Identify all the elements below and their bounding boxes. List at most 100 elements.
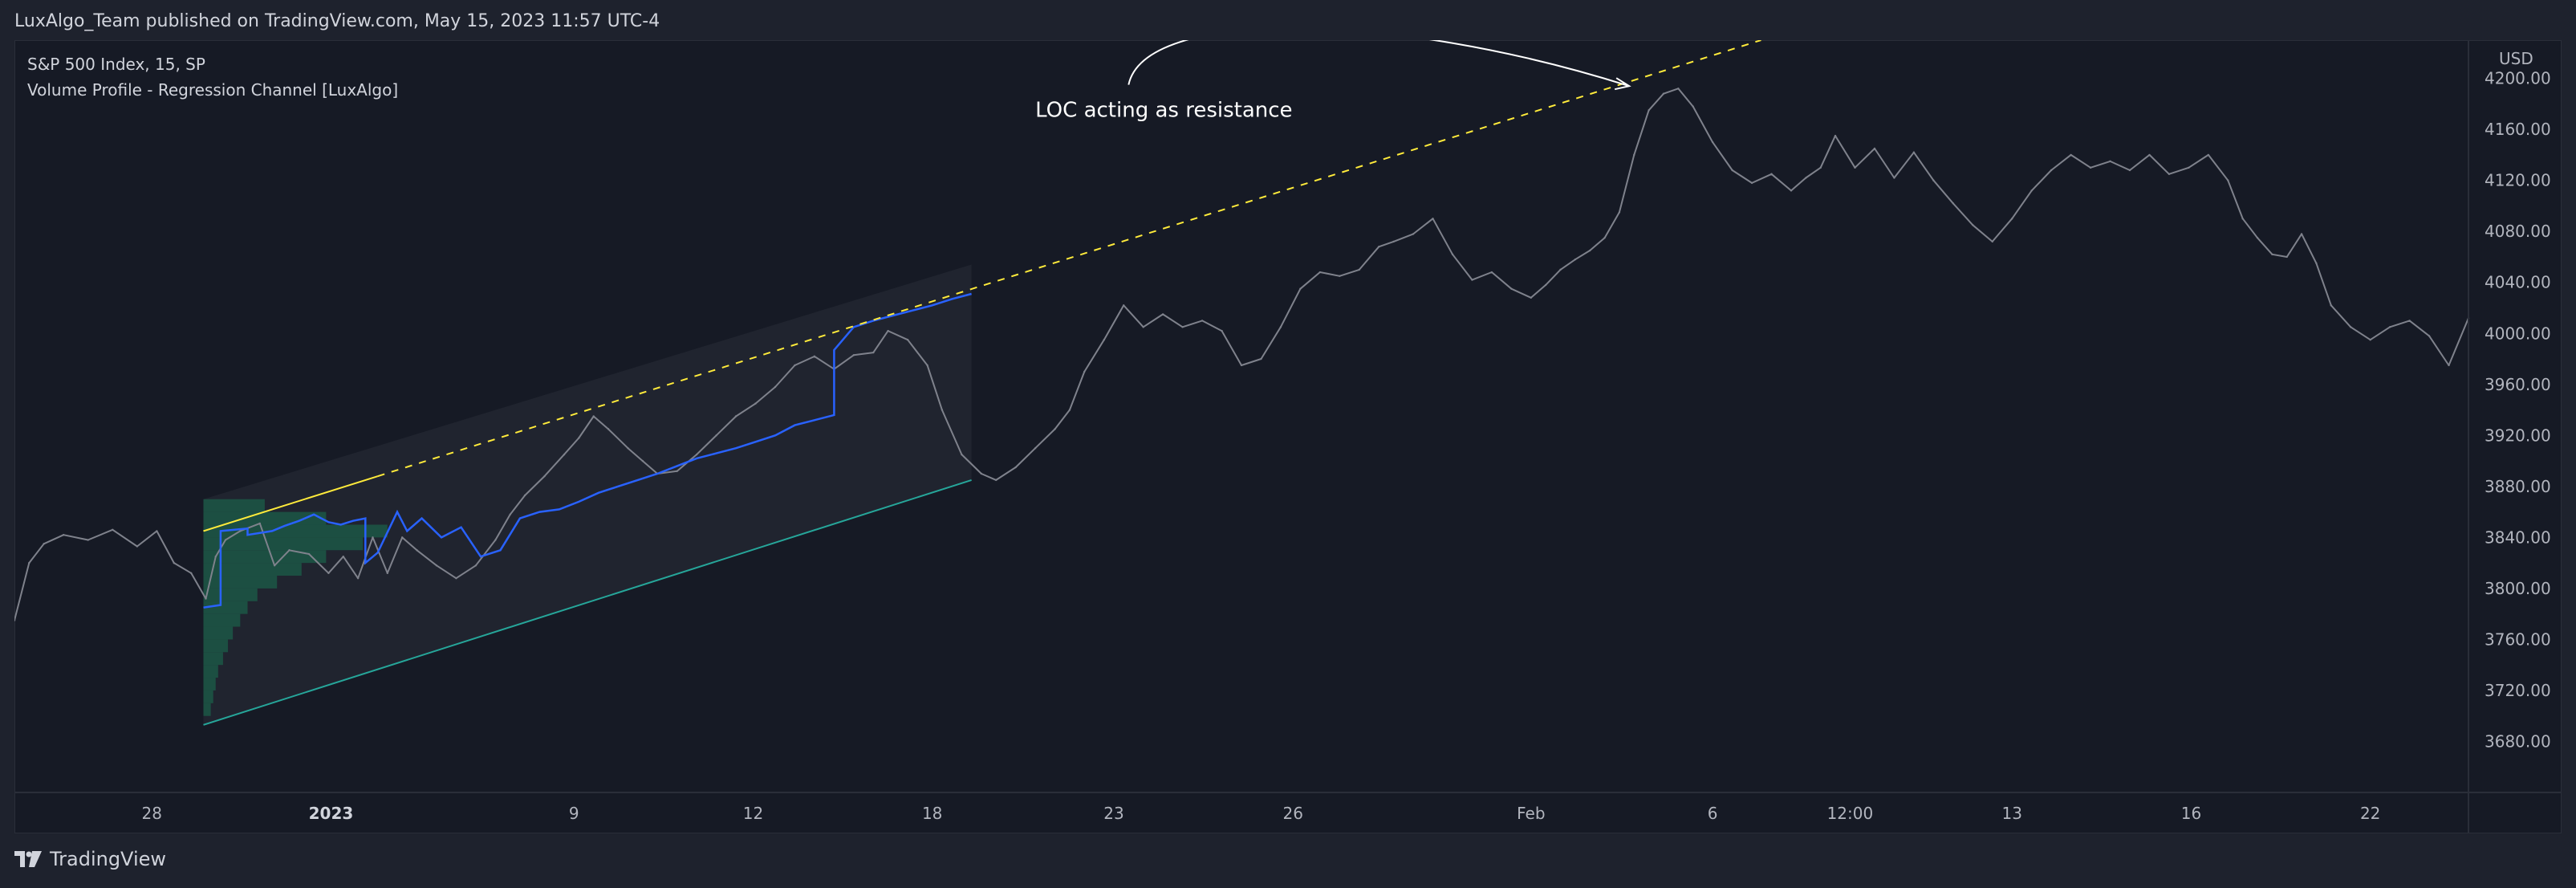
price-point xyxy=(2271,253,2273,256)
price-point xyxy=(494,539,497,541)
price-point xyxy=(2089,166,2092,169)
loc-resistance-extension[interactable] xyxy=(377,40,1761,478)
price-point xyxy=(205,597,207,600)
price-point xyxy=(1201,320,1204,322)
price-point xyxy=(1432,218,1434,220)
price-point xyxy=(941,409,944,411)
price-point xyxy=(1412,233,1415,235)
price-point xyxy=(2168,173,2171,175)
price-point xyxy=(1952,202,1955,205)
price-point xyxy=(1648,109,1650,112)
price-point xyxy=(695,453,698,456)
time-tick-label: 2023 xyxy=(309,804,354,823)
price-point xyxy=(1221,329,1223,332)
price-point xyxy=(887,329,889,332)
price-point xyxy=(1819,166,1822,169)
time-tick-label: 12 xyxy=(743,804,763,823)
symbol-legend[interactable]: S&P 500 Index, 15, SP xyxy=(27,55,205,74)
price-point xyxy=(1750,181,1753,185)
lower-channel-line xyxy=(203,479,972,726)
price-point xyxy=(372,536,374,539)
price-point xyxy=(1603,236,1606,239)
price-point xyxy=(1912,151,1916,153)
price-point xyxy=(754,402,757,405)
price-tick-label: 4160.00 xyxy=(2485,120,2551,139)
price-point xyxy=(2256,236,2259,239)
price-tick-label: 4200.00 xyxy=(2485,69,2551,88)
price-point xyxy=(62,533,65,536)
tradingview-logo-icon xyxy=(14,851,42,867)
price-point xyxy=(1991,240,1993,243)
price-point xyxy=(1662,92,1665,95)
price-point xyxy=(1932,179,1935,181)
price-point xyxy=(435,564,438,567)
annotation-text[interactable]: LOC acting as resistance xyxy=(1035,98,1292,122)
price-tick-label: 3760.00 xyxy=(2485,629,2551,649)
volume-profile-bar xyxy=(203,626,234,640)
volume-profile-bar xyxy=(203,690,213,703)
price-point xyxy=(1834,134,1837,137)
price-point xyxy=(1731,169,1733,172)
price-axis[interactable]: 4200.00 4160.00 4120.00 4080.00 4040.00 4000.… xyxy=(2485,69,2551,752)
price-point xyxy=(2207,153,2210,157)
price-point xyxy=(1240,364,1243,367)
volume-profile-bar xyxy=(203,537,364,551)
price-point xyxy=(2428,335,2431,337)
price-point xyxy=(1972,224,1974,226)
price-point xyxy=(1014,466,1017,469)
volume-profile-bar xyxy=(203,601,248,614)
volume-profile-bar xyxy=(203,652,223,666)
price-point xyxy=(1873,147,1876,150)
indicator-legend[interactable]: Volume Profile - Regression Channel [Lux… xyxy=(27,80,399,100)
price-tick-label: 3920.00 xyxy=(2485,426,2551,445)
volume-profile-bar xyxy=(203,576,278,589)
price-point xyxy=(1451,253,1454,256)
price-chart[interactable]: LOC acting as resistance USD 4200.00 4160… xyxy=(14,40,2562,833)
price-point xyxy=(2369,339,2371,341)
price-point xyxy=(2148,153,2151,157)
price-point xyxy=(607,428,610,430)
price-point xyxy=(1054,428,1056,430)
price-point xyxy=(455,576,457,580)
price-tick-label: 4080.00 xyxy=(2485,222,2551,241)
poc-line[interactable] xyxy=(203,292,972,609)
price-point xyxy=(578,437,580,439)
price-point xyxy=(1339,275,1341,278)
price-point xyxy=(543,475,546,478)
price-point xyxy=(641,459,644,462)
price-point xyxy=(676,470,678,472)
price-tick-label: 4000.00 xyxy=(2485,324,2551,343)
price-point xyxy=(1510,287,1513,290)
price-point xyxy=(563,453,566,456)
price-point xyxy=(1618,211,1621,214)
price-point xyxy=(136,545,139,548)
price-point xyxy=(1378,246,1380,248)
price-point xyxy=(1574,258,1577,261)
price-point xyxy=(2350,326,2352,328)
volume-profile-bar xyxy=(203,563,302,576)
price-point xyxy=(509,513,511,515)
price-tick-label: 3720.00 xyxy=(2485,681,2551,700)
volume-profile-bar xyxy=(203,499,265,512)
tradingview-wordmark: TradingView xyxy=(50,848,167,870)
price-point xyxy=(1181,326,1184,328)
volume-profile-bar xyxy=(203,703,211,716)
price-point xyxy=(1358,268,1360,271)
price-series-line[interactable] xyxy=(14,88,2469,621)
price-point xyxy=(386,572,389,575)
volume-profile-bar xyxy=(203,639,229,653)
price-tick-label: 4040.00 xyxy=(2485,273,2551,292)
publish-bar: LuxAlgo_Team published on TradingView.co… xyxy=(0,0,2576,45)
price-point xyxy=(1530,296,1533,299)
price-point xyxy=(2188,166,2190,169)
price-point xyxy=(258,522,261,525)
price-tick-label: 3800.00 xyxy=(2485,579,2551,598)
price-point xyxy=(2030,189,2033,192)
tradingview-logo[interactable]: TradingView xyxy=(14,848,166,870)
price-point xyxy=(156,530,158,532)
price-point xyxy=(980,472,983,475)
time-axis[interactable]: 28 2023 9 12 18 23 26 Feb 6 12:00 13 16 22 xyxy=(142,804,2381,823)
price-point xyxy=(961,453,963,456)
price-point xyxy=(43,543,45,545)
price-point xyxy=(1318,271,1322,274)
